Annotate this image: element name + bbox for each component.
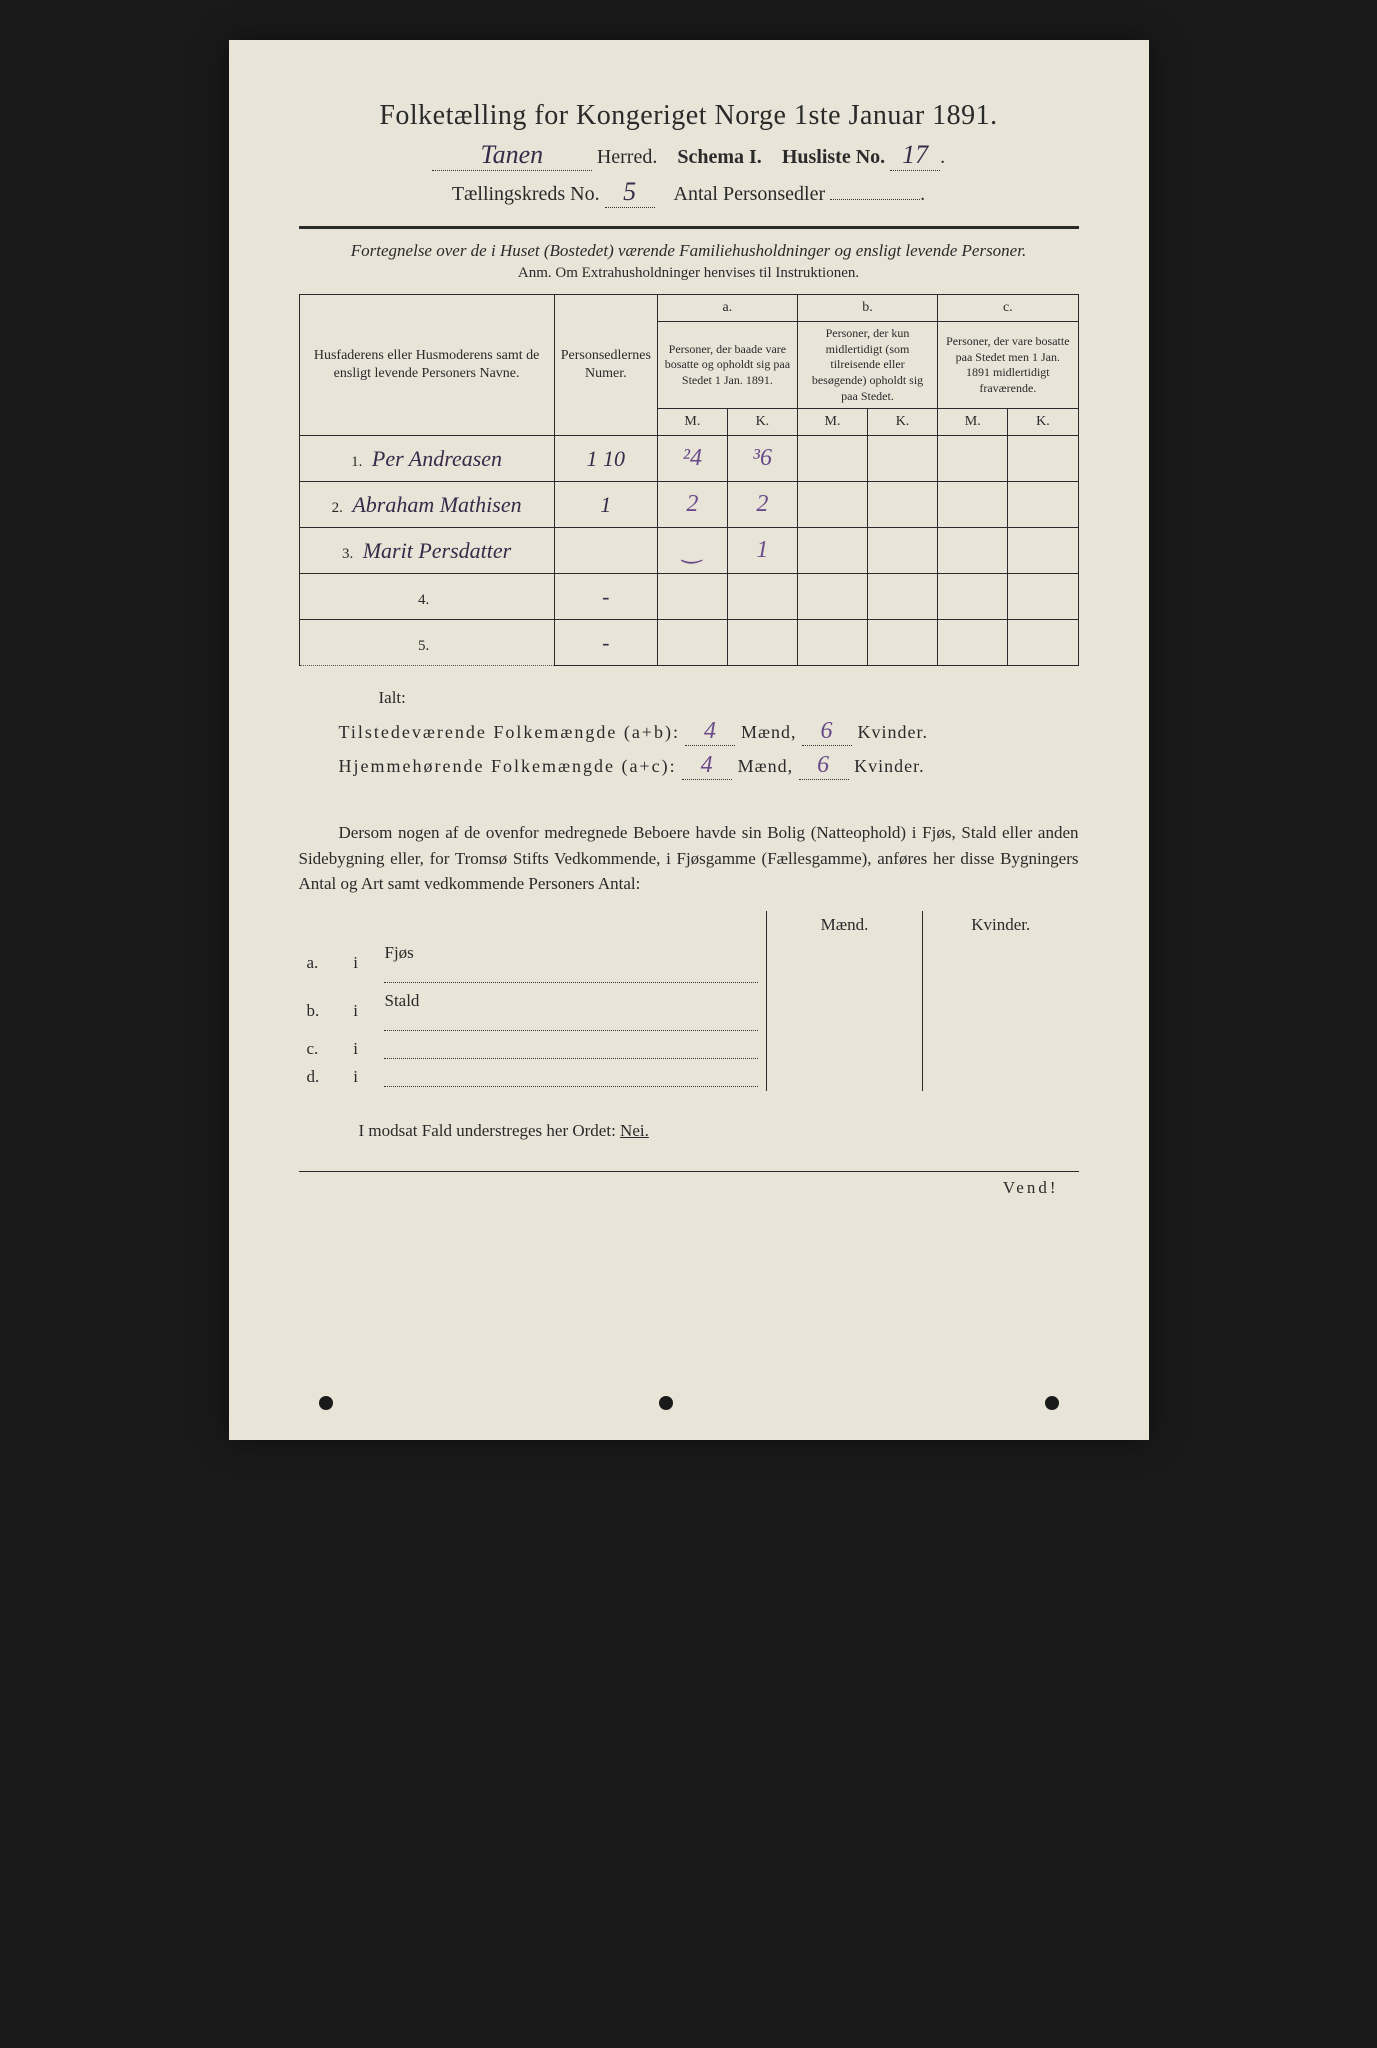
th-num: Personsedlernes Numer.	[554, 295, 657, 436]
row-b-k	[868, 574, 938, 620]
herred-value: Tanen	[432, 140, 592, 171]
table-row: 1. Per Andreasen1 10²4³6	[299, 436, 1078, 482]
totals-block: Ialt: Tilstedeværende Folkemængde (a+b):…	[299, 688, 1079, 780]
row-c-m	[938, 574, 1008, 620]
bottom-rule	[299, 1171, 1079, 1172]
row-c-k	[1008, 528, 1078, 574]
row-c-m	[938, 482, 1008, 528]
building-paragraph: Dersom nogen af de ovenfor medregnede Be…	[299, 820, 1079, 897]
row-a-k: 2	[727, 482, 797, 528]
table-row: 5. -	[299, 620, 1078, 666]
th-c-label: c.	[938, 295, 1078, 322]
row-name: 3. Marit Persdatter	[299, 528, 554, 574]
row-a-m: ‿	[657, 528, 727, 574]
totals-ac: Hjemmehørende Folkemængde (a+c): 4 Mænd,…	[339, 752, 1079, 780]
row-num: -	[554, 574, 657, 620]
table-row: 3. Marit Persdatter ‿1	[299, 528, 1078, 574]
husliste-value: 17	[890, 140, 940, 171]
census-form-page: Folketælling for Kongeriget Norge 1ste J…	[229, 40, 1149, 1440]
row-c-k	[1008, 620, 1078, 666]
row-a-k: ³6	[727, 436, 797, 482]
row-a-m	[657, 574, 727, 620]
row-a-m: 2	[657, 482, 727, 528]
husliste-label: Husliste No.	[782, 146, 885, 168]
row-c-m	[938, 620, 1008, 666]
ac-k: 6	[799, 752, 849, 780]
row-b-m	[797, 482, 867, 528]
row-name: 1. Per Andreasen	[299, 436, 554, 482]
row-c-k	[1008, 574, 1078, 620]
th-b-label: b.	[797, 295, 937, 322]
row-num: 1	[554, 482, 657, 528]
row-c-m	[938, 528, 1008, 574]
row-a-k	[727, 574, 797, 620]
ialt-label: Ialt:	[379, 688, 1079, 708]
th-a-k: K.	[727, 409, 797, 436]
th-b: Personer, der kun midlertidigt (som tilr…	[797, 322, 937, 409]
antal-value	[830, 199, 920, 200]
th-a-label: a.	[657, 295, 797, 322]
th-c-m: M.	[938, 409, 1008, 436]
antal-label: Antal Personsedler	[674, 183, 826, 205]
row-b-k	[868, 528, 938, 574]
vend-label: Vend!	[299, 1178, 1079, 1198]
th-a: Personer, der baade vare bosatte og opho…	[657, 322, 797, 409]
th-a-m: M.	[657, 409, 727, 436]
modsat-line: I modsat Fald understreges her Ordet: Ne…	[359, 1121, 1079, 1141]
punch-hole	[659, 1396, 673, 1410]
kreds-label: Tællingskreds No.	[452, 183, 600, 205]
row-num: 1 10	[554, 436, 657, 482]
th-b-m: M.	[797, 409, 867, 436]
bhead-k: Kvinder.	[922, 911, 1078, 939]
building-row: c.i	[299, 1035, 1079, 1063]
buildings-table: Mænd. Kvinder. a.iFjøs b.iStald c.i d.i	[299, 911, 1079, 1091]
bhead-m: Mænd.	[766, 911, 922, 939]
row-name: 2. Abraham Mathisen	[299, 482, 554, 528]
row-b-m	[797, 620, 867, 666]
th-c: Personer, der vare bosatte paa Stedet me…	[938, 322, 1078, 409]
th-name: Husfaderens eller Husmoderens samt de en…	[299, 295, 554, 436]
totals-ab: Tilstedeværende Folkemængde (a+b): 4 Mæn…	[339, 718, 1079, 746]
row-b-m	[797, 528, 867, 574]
row-b-m	[797, 574, 867, 620]
herred-label: Herred.	[597, 146, 658, 168]
th-b-k: K.	[868, 409, 938, 436]
punch-hole	[319, 1396, 333, 1410]
ab-k: 6	[802, 718, 852, 746]
kreds-line: Tællingskreds No. 5 Antal Personsedler .	[299, 177, 1079, 208]
building-row: b.iStald	[299, 987, 1079, 1035]
row-c-k	[1008, 482, 1078, 528]
herred-line: Tanen Herred. Schema I. Husliste No. 17.	[299, 140, 1079, 171]
row-a-k	[727, 620, 797, 666]
page-title: Folketælling for Kongeriget Norge 1ste J…	[299, 100, 1079, 132]
building-row: d.i	[299, 1063, 1079, 1091]
table-row: 2. Abraham Mathisen122	[299, 482, 1078, 528]
ac-m: 4	[682, 752, 732, 780]
schema-label: Schema I.	[677, 146, 761, 168]
instructions-text: Fortegnelse over de i Huset (Bostedet) v…	[299, 241, 1079, 261]
ab-m: 4	[685, 718, 735, 746]
divider	[299, 226, 1079, 229]
row-name: 5.	[299, 620, 554, 666]
row-c-m	[938, 436, 1008, 482]
anm-text: Anm. Om Extrahusholdninger henvises til …	[299, 265, 1079, 282]
row-b-k	[868, 620, 938, 666]
row-a-m: ²4	[657, 436, 727, 482]
row-b-k	[868, 436, 938, 482]
row-a-k: 1	[727, 528, 797, 574]
table-row: 4. -	[299, 574, 1078, 620]
nei: Nei.	[620, 1121, 649, 1140]
building-row: a.iFjøs	[299, 939, 1079, 987]
row-c-k	[1008, 436, 1078, 482]
row-a-m	[657, 620, 727, 666]
row-num	[554, 528, 657, 574]
th-c-k: K.	[1008, 409, 1078, 436]
row-num: -	[554, 620, 657, 666]
row-name: 4.	[299, 574, 554, 620]
row-b-m	[797, 436, 867, 482]
census-table: Husfaderens eller Husmoderens samt de en…	[299, 294, 1079, 666]
punch-hole	[1045, 1396, 1059, 1410]
kreds-value: 5	[605, 177, 655, 208]
row-b-k	[868, 482, 938, 528]
